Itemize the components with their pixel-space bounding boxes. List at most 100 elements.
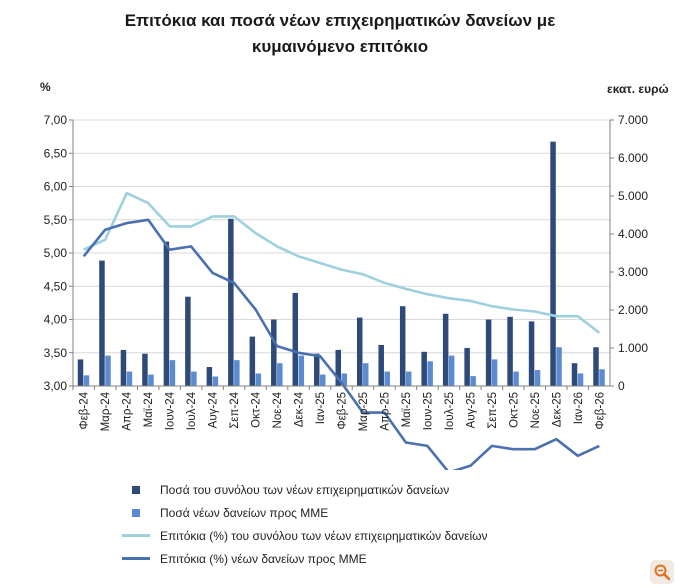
x-tick-label: Απρ-24 [122,391,134,430]
x-tick-label: Φεβ-24 [79,391,91,429]
bar-sme-amount [384,371,390,386]
bar-total-amount [464,348,470,386]
left-tick-label: 3,50 [44,346,68,360]
bar-sme-amount [191,371,197,386]
left-tick-label: 3,00 [44,379,68,393]
x-tick-label: Φεβ-25 [337,392,349,430]
x-tick-label: Σεπ-25 [487,392,499,429]
bar-sme-amount [556,347,562,386]
left-tick-label: 4,50 [44,279,68,293]
bar-sme-amount [126,371,133,386]
line-sme-rates [82,218,600,470]
bar-series [77,141,605,386]
bar-total-amount [77,359,84,386]
legend-label-sme-amounts: Ποσά νέων δανείων προς ΜΜΕ [160,505,329,520]
bar-total-amount [163,241,170,386]
x-tick-label: Μαρ-25 [358,392,370,431]
axes: 3,00 3,50 4,00 4,50 5,00 5,50 6,00 6,50 7,00 0 1.0… [44,113,649,431]
chart-title: Επιτόκια και ποσά νέων επιχειρηματικών δ… [0,8,680,60]
bar-total-amount [356,317,363,386]
x-tick-label: Δεκ-24 [294,391,306,427]
right-tick-label: 2.000 [618,303,648,317]
bar-total-amount [271,319,277,386]
legend-item-total-amounts: Ποσά του συνόλου των νέων επιχειρηματικώ… [120,478,488,501]
legend: Ποσά του συνόλου των νέων επιχειρηματικώ… [120,478,488,570]
x-tick-label: Αυγ-25 [465,392,477,428]
left-tick-label: 5,50 [44,213,68,227]
x-tick-label: Ιουλ-24 [186,391,198,430]
bar-total-amount [421,351,427,386]
line-total-rates [83,191,601,334]
bar-total-amount [120,349,127,386]
x-tick-label: Ιουν-25 [422,392,434,430]
x-tick-label: Μαρ-24 [100,391,112,431]
legend-item-sme-amounts: Ποσά νέων δανείων προς ΜΜΕ [120,501,488,524]
chart-title-line2: κυμαινόμενο επιτόκιο [251,37,429,56]
legend-item-total-rates: Επιτόκια (%) του συνόλου των νέων επιχει… [120,524,488,547]
x-tick-label: Ιουλ-25 [444,392,456,430]
bar-sme-amount [169,360,176,386]
bar-total-amount [249,336,256,386]
bar-total-amount [550,141,556,386]
bar-sme-amount [427,361,433,386]
bar-total-amount [442,313,449,386]
right-tick-label: 5.000 [618,189,648,203]
left-tick-label: 5,00 [44,246,68,260]
bar-total-amount [185,296,191,386]
x-tick-label: Οκτ-25 [508,392,520,428]
bar-total-amount [142,353,148,386]
x-tick-label: Απρ-25 [379,392,391,431]
legend-swatch-total-amounts [120,485,152,494]
bar-sme-amount [577,373,584,386]
bar-sme-amount [491,359,498,386]
bar-sme-amount [534,370,541,386]
legend-label-sme-rates: Επιτόκια (%) νέων δανείων προς ΜΜΕ [160,551,367,566]
left-tick-label: 4,00 [44,313,68,327]
x-tick-label: Μαϊ-25 [401,392,413,427]
bar-sme-amount [362,363,369,386]
bar-sme-amount [513,371,519,386]
bar-sme-amount [148,374,154,386]
x-tick-label: Ιαν-26 [573,392,585,424]
bar-total-amount [335,349,341,386]
zoom-icon[interactable] [650,560,674,584]
bar-total-amount [292,292,299,386]
right-tick-label: 3.000 [618,265,648,279]
bar-sme-amount [277,363,283,386]
legend-label-total-rates: Επιτόκια (%) του συνόλου των νέων επιχει… [160,528,488,543]
x-tick-label: Οκτ-24 [251,391,263,427]
x-tick-label: Ιαν-25 [315,392,327,424]
bar-sme-amount [599,369,605,386]
bar-total-amount [314,353,320,386]
x-tick-label: Ιουν-24 [165,391,177,430]
x-tick-label: Νοε-25 [530,392,542,428]
bar-total-amount [593,347,599,386]
x-tick-label: Μαϊ-24 [143,391,155,427]
bar-sme-amount [234,360,240,386]
bar-total-amount [507,316,513,386]
bar-total-amount [228,218,234,386]
bar-total-amount [99,260,105,386]
bar-sme-amount [341,373,347,386]
bar-sme-amount [255,373,262,386]
x-tick-label: Νοε-24 [272,391,284,428]
left-tick-label: 6,00 [44,180,68,194]
x-tick-label: Αυγ-24 [208,391,220,428]
legend-item-sme-rates: Επιτόκια (%) νέων δανείων προς ΜΜΕ [120,547,488,570]
legend-label-total-amounts: Ποσά του συνόλου των νέων επιχειρηματικώ… [160,482,450,497]
bar-total-amount [378,344,384,386]
chart-area: 3,00 3,50 4,00 4,50 5,00 5,50 6,00 6,50 7,00 0 1.0… [44,113,649,470]
bar-total-amount [399,306,406,386]
bar-sme-amount [405,371,412,386]
bar-sme-amount [470,376,476,386]
right-tick-label: 1.000 [618,341,648,355]
bar-sme-amount [298,355,305,386]
bar-sme-amount [83,375,90,386]
left-axis-unit: % [40,80,51,94]
bar-total-amount [571,363,578,386]
left-tick-label: 7,00 [44,113,68,127]
legend-swatch-sme-rates [120,557,152,560]
bar-total-amount [206,367,213,386]
right-tick-label: 4.000 [618,227,648,241]
bar-total-amount [485,319,492,386]
